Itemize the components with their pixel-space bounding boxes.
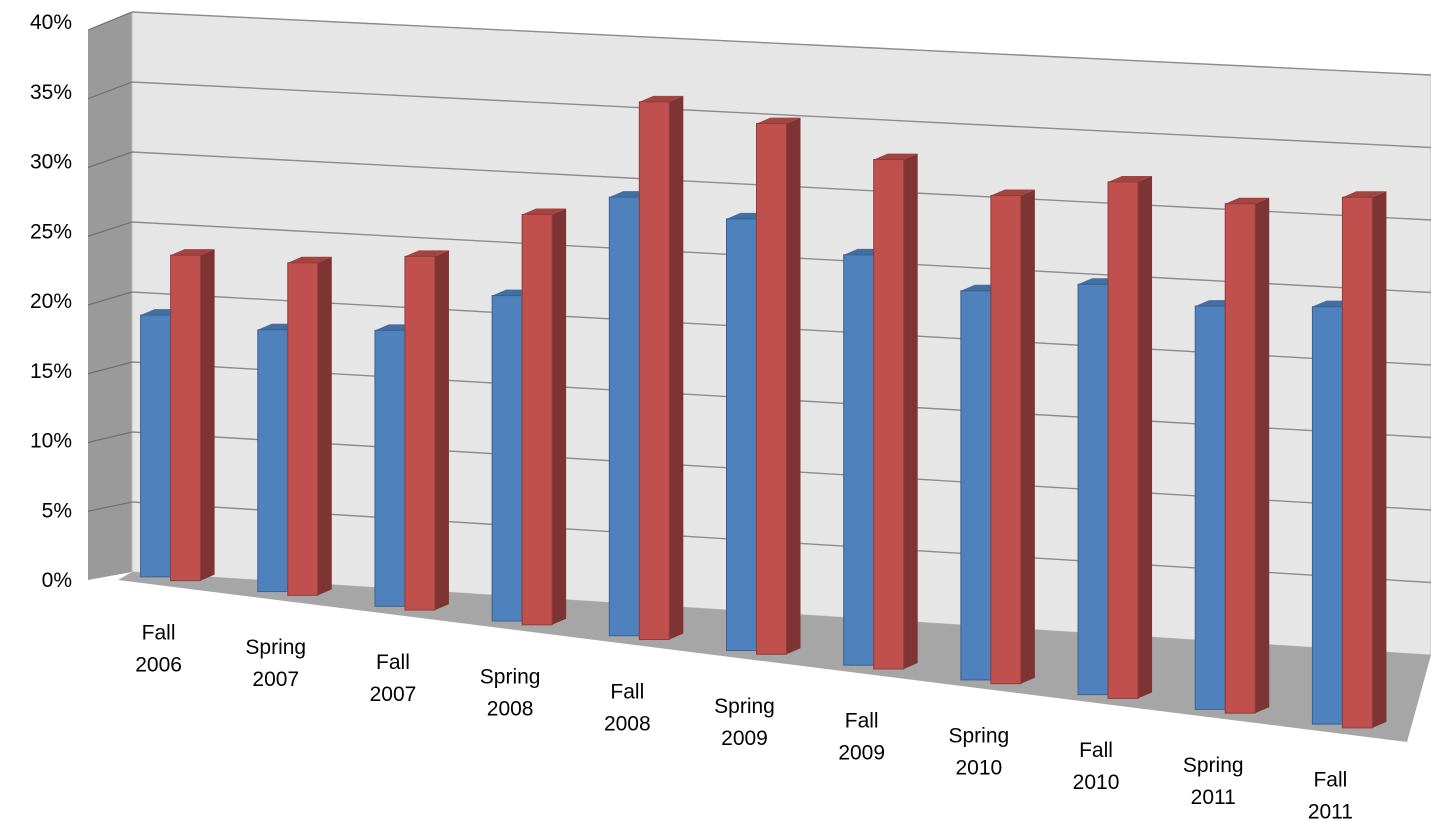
bar-red	[521, 213, 553, 626]
side-gridline	[87, 291, 133, 306]
y-tick-label: 35%	[30, 81, 72, 104]
bar-red-side	[1255, 197, 1270, 714]
bar-red-top	[522, 208, 567, 215]
side-wall	[88, 12, 132, 580]
bar-red	[404, 255, 436, 611]
floor	[118, 572, 1431, 742]
gridline	[131, 11, 1431, 76]
x-tick-label: 2009	[721, 727, 768, 750]
bar-red-side	[903, 153, 918, 669]
side-gridline	[87, 151, 133, 169]
x-tick-label: 2009	[838, 742, 885, 765]
x-tick-label: Fall	[376, 651, 410, 674]
gridline	[131, 81, 1431, 149]
bar-red	[990, 195, 1022, 685]
bar-blue	[1194, 305, 1226, 710]
y-tick-label: 20%	[30, 290, 72, 313]
bar-red	[756, 123, 787, 655]
bar-red-top	[170, 249, 215, 256]
x-tick-label: 2006	[135, 653, 182, 676]
bar-blue	[1311, 306, 1343, 725]
bar-blue	[491, 295, 523, 622]
bar-blue	[257, 329, 289, 593]
bar-red	[287, 262, 319, 596]
x-tick-label: Spring	[714, 695, 775, 718]
side-gridline	[87, 501, 133, 512]
bar-red-top	[287, 256, 332, 263]
y-tick-label: 15%	[30, 360, 72, 383]
bar-blue	[843, 254, 875, 666]
bar-red	[1224, 203, 1256, 714]
y-tick-label: 10%	[30, 430, 72, 453]
x-tick-label: 2011	[1191, 786, 1236, 809]
side-gridline	[87, 361, 133, 375]
bar-blue	[960, 290, 992, 681]
bar-red-side	[317, 256, 332, 596]
bar-blue	[608, 196, 640, 637]
bar-red-top	[756, 117, 801, 124]
x-tick-label: 2007	[370, 683, 417, 706]
y-tick-label: 5%	[42, 499, 72, 522]
x-tick-label: Spring	[949, 724, 1010, 747]
x-tick-label: Spring	[480, 666, 541, 689]
x-tick-label: 2010	[1073, 771, 1120, 794]
x-tick-label: Spring	[1183, 754, 1244, 777]
bar-red-side	[200, 249, 215, 581]
y-tick-label: 40%	[30, 11, 72, 34]
bar-blue	[726, 218, 757, 651]
x-tick-label: Spring	[245, 636, 306, 659]
x-tick-label: 2010	[956, 756, 1003, 779]
bar-red	[638, 101, 670, 641]
bar-red-top	[990, 189, 1035, 196]
side-gridline	[87, 81, 133, 100]
bar-red	[170, 254, 202, 582]
bar-red-side	[669, 95, 684, 640]
x-tick-label: Fall	[1313, 769, 1347, 792]
bar-red	[873, 159, 905, 670]
x-tick-label: Fall	[1079, 739, 1113, 762]
side-gridline	[87, 221, 133, 237]
bar-red-side	[434, 250, 449, 611]
x-tick-label: 2011	[1308, 801, 1353, 821]
x-tick-label: Fall	[610, 680, 644, 703]
bar-red-top	[1342, 191, 1387, 198]
bar-blue	[140, 314, 172, 578]
y-tick-label: 0%	[42, 569, 72, 592]
bar-red-top	[404, 250, 449, 257]
bar-blue	[1077, 283, 1109, 696]
y-tick-label: 25%	[30, 220, 72, 243]
bar-red-side	[1372, 191, 1387, 728]
x-tick-label: Fall	[845, 710, 879, 733]
side-gridline	[87, 11, 133, 31]
x-tick-label: Fall	[142, 621, 176, 644]
bar-red-side	[1138, 175, 1153, 699]
bar-red-top	[1225, 197, 1270, 204]
side-gridline	[87, 431, 133, 444]
bar-red-top	[639, 95, 684, 102]
bar-red-top	[1108, 175, 1153, 182]
bar-red-side	[786, 117, 801, 655]
bar-red-top	[873, 153, 918, 160]
x-tick-label: 2008	[487, 698, 534, 721]
bar-red	[1341, 196, 1373, 729]
bar-red-side	[1020, 189, 1035, 684]
bar-red-side	[552, 208, 567, 625]
y-tick-label: 30%	[30, 151, 72, 174]
bar-red	[1107, 181, 1139, 699]
x-tick-label: 2007	[252, 668, 299, 691]
bar-blue	[374, 329, 406, 607]
x-tick-label: 2008	[604, 712, 651, 735]
